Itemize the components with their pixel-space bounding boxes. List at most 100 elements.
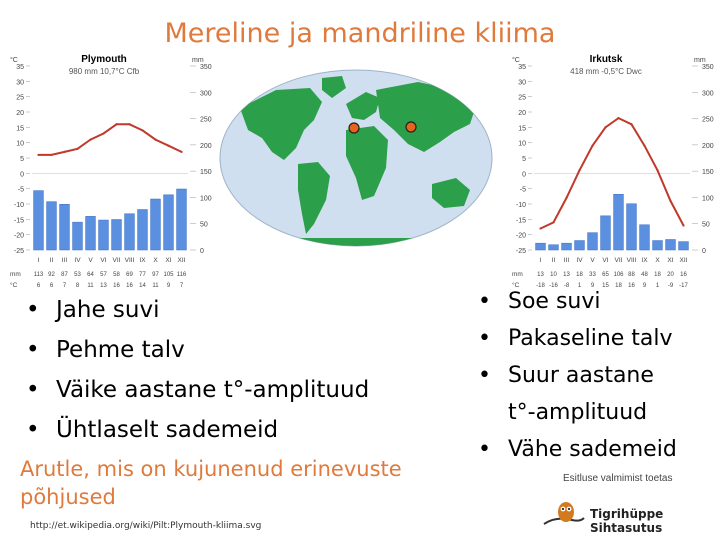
precip-bar <box>150 198 161 251</box>
precip-bar <box>72 221 83 251</box>
precip-tick-label: 100 <box>702 195 714 202</box>
temp-tick-label: -5 <box>18 187 24 194</box>
temperature-point <box>141 129 144 132</box>
footer-mm-value: 58 <box>113 272 120 278</box>
month-label: XI <box>165 257 171 264</box>
footer-mm-value: 92 <box>48 272 55 278</box>
temp-axis-label: °C <box>10 56 18 64</box>
precip-bar <box>665 239 676 251</box>
precip-bar <box>535 242 546 251</box>
temp-tick-label: 20 <box>16 110 24 117</box>
precip-bar <box>548 244 559 251</box>
plymouth-climate-chart: Plymouth 980 mm 10,7°C Cfb °C mm 35 30 25 20 15 1… <box>10 54 212 289</box>
precip-axis-label: mm <box>694 57 706 64</box>
precip-bar <box>561 242 572 251</box>
temp-tick-label: -10 <box>14 202 24 209</box>
month-label: XI <box>667 257 673 264</box>
bullet-item: Pakaseline talv <box>478 320 678 357</box>
footer-c-value: 9 <box>167 283 171 289</box>
footer-mm-value: 33 <box>589 272 596 278</box>
bullet-item: Ühtlaselt sademeid <box>26 410 369 450</box>
footer-mm-value: 65 <box>602 272 609 278</box>
temperature-point <box>617 117 620 120</box>
maritime-bullets: Jahe suvi Pehme talv Väike aastane t°-am… <box>26 290 369 450</box>
footer-c-value: 7 <box>180 283 184 289</box>
temp-tick-label: -25 <box>14 248 24 255</box>
bullet-item: Jahe suvi <box>26 290 369 330</box>
temp-tick-label: -5 <box>520 187 526 194</box>
precip-tick-label: 100 <box>200 195 212 202</box>
map-greenland <box>322 76 346 98</box>
map-south-america <box>298 162 330 234</box>
precip-bar <box>137 209 148 251</box>
precip-bar <box>111 219 122 251</box>
temp-tick-label: -20 <box>516 233 526 240</box>
precip-bar <box>613 194 624 251</box>
source-link[interactable]: http://et.wikipedia.org/wiki/Pilt:Plymou… <box>30 521 262 531</box>
footer-c-value: 8 <box>76 283 80 289</box>
temp-tick-label: 15 <box>518 125 526 132</box>
footer-c-value: 11 <box>152 283 159 289</box>
temperature-point <box>604 126 607 129</box>
bullet-item: Vähe sademeid <box>478 431 678 468</box>
footer-mm-value: 87 <box>61 272 68 278</box>
temperature-point <box>102 132 105 135</box>
continental-bullets: Soe suvi Pakaseline talv Suur aastane t°… <box>478 283 678 468</box>
temp-tick-label: 35 <box>518 64 526 71</box>
precip-tick-label: 350 <box>702 64 714 71</box>
precip-bar <box>639 224 650 251</box>
precip-tick-label: 300 <box>200 90 212 97</box>
temperature-point <box>656 169 659 172</box>
month-label: XII <box>178 257 186 264</box>
precip-bar <box>652 240 663 251</box>
precip-tick-label: 150 <box>702 169 714 176</box>
month-label: X <box>153 257 158 264</box>
temp-tick-label: 15 <box>16 125 24 132</box>
temp-tick-label: -15 <box>516 217 526 224</box>
precip-bar <box>587 232 598 251</box>
temperature-line <box>540 116 685 230</box>
chart-title: Plymouth <box>81 54 127 65</box>
temperature-line <box>38 123 182 156</box>
footer-mm-value: 48 <box>641 272 648 278</box>
precip-tick-label: 200 <box>702 143 714 150</box>
month-label: V <box>88 257 93 264</box>
month-label: I <box>38 257 40 264</box>
precip-bar <box>46 201 57 251</box>
footer-mm-value: 77 <box>139 272 146 278</box>
bullet-item: Väike aastane t°-amplituud <box>26 370 369 410</box>
map-europe <box>346 92 380 120</box>
plymouth-marker <box>348 122 360 134</box>
temperature-point <box>128 123 131 126</box>
precip-bar <box>98 219 109 251</box>
month-label: VIII <box>627 257 637 264</box>
footer-mm-label: mm <box>512 271 523 278</box>
month-label: VII <box>615 257 623 264</box>
footer-c-value: 6 <box>50 283 54 289</box>
temperature-point <box>37 153 40 157</box>
precip-bar <box>85 216 96 251</box>
month-label: X <box>655 257 660 264</box>
precip-bar <box>678 241 689 251</box>
precip-bar <box>163 194 174 251</box>
footer-mm-value: 88 <box>628 272 635 278</box>
month-label: IV <box>576 257 583 264</box>
map-asia <box>376 82 476 152</box>
chart-subtitle: 980 mm 10,7°C Cfb <box>69 67 140 76</box>
irkutsk-climate-chart: Irkutsk 418 mm -0,5°C Dwc °C mm 35 30 25 20 15 10… <box>512 54 714 289</box>
month-label: III <box>62 257 68 264</box>
month-label: II <box>50 257 54 264</box>
precip-tick-label: 50 <box>200 222 208 229</box>
temperature-point <box>643 144 646 147</box>
footer-c-value: 6 <box>37 283 41 289</box>
temp-tick-label: 25 <box>518 95 526 102</box>
temperature-point <box>552 221 555 224</box>
month-label: XII <box>680 257 688 264</box>
precip-bar <box>600 215 611 251</box>
footer-c-value: -17 <box>679 283 688 289</box>
precip-tick-label: 350 <box>200 64 212 71</box>
precip-tick-label: 300 <box>702 90 714 97</box>
footer-mm-value: 10 <box>550 272 557 278</box>
precip-bar <box>574 240 585 251</box>
temperature-point <box>682 224 685 227</box>
